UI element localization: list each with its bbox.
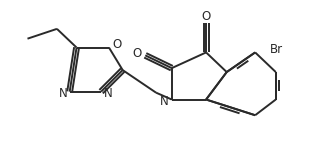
Text: N: N: [58, 87, 67, 100]
Text: N: N: [104, 87, 112, 100]
Text: Br: Br: [270, 43, 283, 56]
Text: O: O: [112, 38, 121, 51]
Text: O: O: [133, 47, 142, 60]
Text: O: O: [202, 10, 211, 23]
Text: N: N: [159, 95, 168, 108]
